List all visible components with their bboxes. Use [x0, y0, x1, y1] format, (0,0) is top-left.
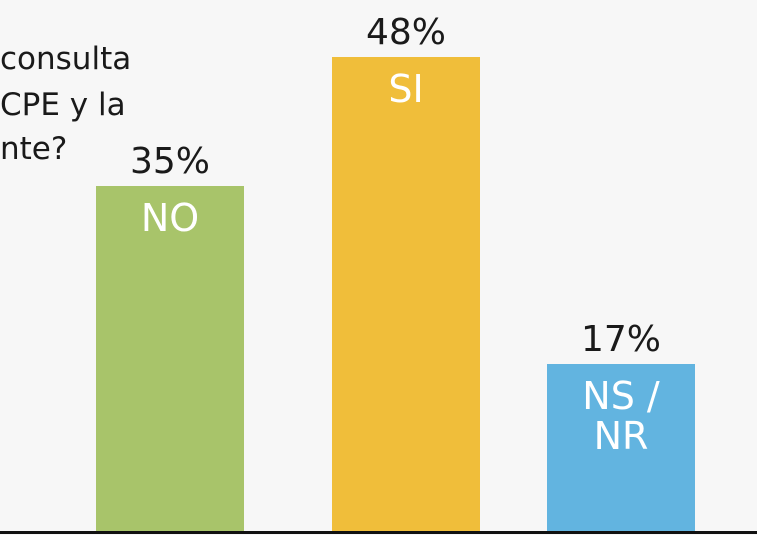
- bar: [547, 363, 695, 532]
- title-line: nte?: [0, 131, 68, 167]
- bar: [332, 57, 480, 532]
- category-label: SI: [388, 67, 424, 111]
- title-line: CPE y la: [0, 87, 126, 123]
- value-label: 35%: [129, 140, 210, 182]
- title-line: consulta: [0, 41, 132, 77]
- category-label: NO: [140, 195, 200, 240]
- value-label: 17%: [580, 318, 661, 360]
- baseline: [0, 531, 757, 534]
- bar: [96, 185, 244, 532]
- category-label: NS / NR: [582, 373, 660, 458]
- value-label: 48%: [365, 12, 446, 53]
